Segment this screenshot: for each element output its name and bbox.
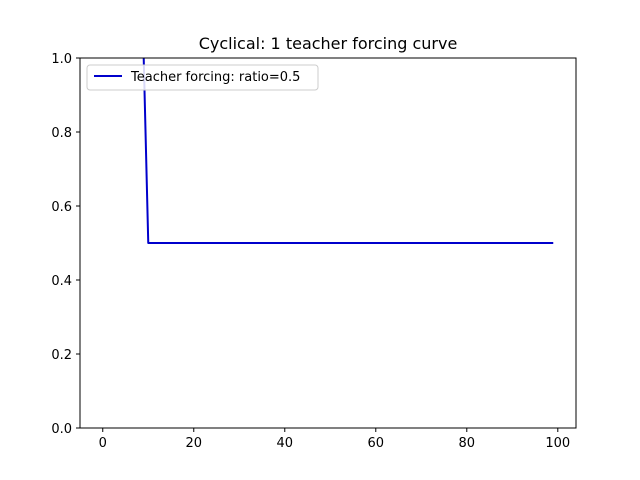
legend-label: Teacher forcing: ratio=0.5 (130, 70, 300, 85)
y-tick-label: 0.2 (51, 348, 72, 363)
axes-frame (79, 57, 577, 429)
x-tick-label: 100 (545, 436, 570, 451)
x-axis: 0 20 40 60 80 100 (99, 428, 570, 451)
legend-box (86, 64, 319, 91)
x-tick-label: 60 (368, 436, 385, 451)
legend: Teacher forcing: ratio=0.5 (86, 64, 319, 91)
chart-title: Cyclical: 1 teacher forcing curve (199, 34, 458, 53)
y-axis: 0.0 0.2 0.4 0.6 0.8 1.0 (51, 52, 80, 437)
y-tick-label: 0.4 (51, 274, 72, 289)
x-tick-label: 0 (99, 436, 107, 451)
x-tick-label: 40 (276, 436, 293, 451)
y-tick-label: 0.6 (51, 200, 72, 215)
series-line-0 (142, 58, 554, 244)
plot-area (79, 57, 577, 429)
y-tick-label: 0.8 (51, 126, 72, 141)
x-tick-label: 20 (185, 436, 202, 451)
x-tick-label: 80 (459, 436, 476, 451)
y-tick-label: 1.0 (51, 52, 72, 67)
y-tick-label: 0.0 (51, 422, 72, 437)
series-layer (142, 58, 554, 244)
